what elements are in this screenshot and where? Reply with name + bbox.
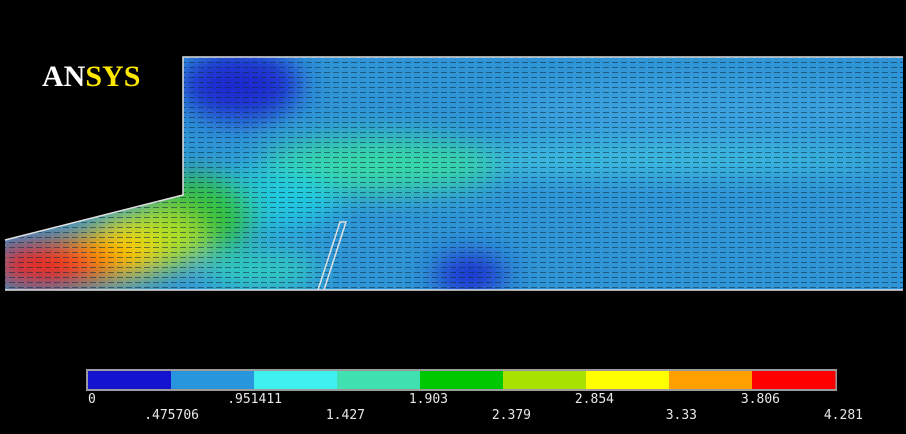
legend-swatch (337, 371, 421, 389)
logo: ANSYS (42, 60, 140, 93)
legend-swatch (586, 371, 670, 389)
legend-swatch (171, 371, 255, 389)
legend-label: 2.379 (492, 408, 531, 423)
legend-swatch (752, 371, 836, 389)
logo-sys: SYS (85, 60, 140, 93)
ansys-screen: ANSYS 0 .475706 .951411 1.427 1.903 2.379 2.85… (0, 0, 906, 434)
legend-swatch (88, 371, 172, 389)
legend-swatch (420, 371, 504, 389)
legend-label: .951411 (227, 392, 282, 407)
legend-swatch (669, 371, 753, 389)
legend-label: 3.806 (741, 392, 780, 407)
legend-label: 1.903 (409, 392, 448, 407)
legend-swatch (254, 371, 338, 389)
legend-label: 2.854 (575, 392, 614, 407)
logo-an: AN (42, 60, 86, 93)
legend-label: 1.427 (326, 408, 365, 423)
legend-label: 4.281 (824, 408, 863, 423)
legend-swatch (503, 371, 587, 389)
legend-label: 0 (88, 392, 96, 407)
legend-label: .475706 (144, 408, 199, 423)
legend-label: 3.33 (666, 408, 697, 423)
